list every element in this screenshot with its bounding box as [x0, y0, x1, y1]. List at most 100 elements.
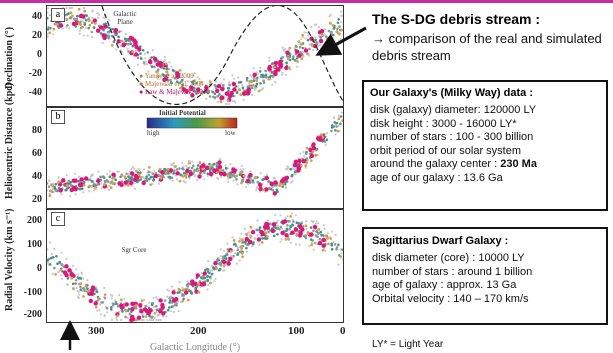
scatter-point [88, 298, 93, 304]
scatter-point [229, 163, 232, 166]
scatter-point [124, 33, 127, 36]
scatter-point [102, 176, 106, 179]
scatter-point [60, 263, 64, 267]
scatter-point [259, 82, 262, 85]
scatter-point [52, 27, 56, 31]
scatter-point [300, 227, 305, 232]
scatter-point [69, 11, 73, 15]
scatter-point [294, 243, 298, 246]
scatter-point [240, 179, 244, 182]
scatter-point [107, 26, 111, 30]
scatter-point [50, 252, 54, 256]
scatter-point [156, 77, 159, 80]
scatter-point [52, 256, 55, 259]
sagittarius-box-title: Sagittarius Dwarf Galaxy : [372, 235, 509, 247]
scatter-point [152, 305, 155, 309]
scatter-point [82, 183, 86, 187]
scatter-point [88, 190, 91, 193]
scatter-point [240, 232, 243, 235]
scatter-point [51, 272, 54, 275]
scatter-point [150, 303, 154, 307]
scatter-point [240, 181, 243, 185]
scatter-point [256, 186, 259, 189]
scatter-point [175, 88, 178, 92]
scatter-point [239, 171, 242, 174]
scatter-point [58, 23, 64, 28]
scatter-point [199, 84, 202, 88]
scatter-point [109, 181, 113, 185]
scatter-point [139, 175, 143, 179]
y-tick: 40 [32, 11, 42, 22]
scatter-point [337, 18, 341, 21]
scatter-point [231, 100, 234, 103]
scatter-point [86, 34, 89, 37]
scatter-point [121, 42, 127, 47]
scatter-point [181, 175, 185, 178]
scatter-point [208, 95, 212, 98]
scatter-point [297, 53, 302, 58]
scatter-point [90, 180, 94, 183]
scatter-point [84, 26, 87, 29]
scatter-point [232, 254, 235, 258]
scatter-point [222, 263, 226, 267]
scatter-point [336, 129, 340, 133]
scatter-point [323, 227, 326, 230]
scatter-point [273, 71, 278, 77]
scatter-point [306, 38, 310, 42]
scatter-point [224, 254, 227, 258]
scatter-point [191, 160, 194, 163]
scatter-point [327, 242, 330, 246]
scatter-point [108, 175, 112, 179]
scatter-point [328, 15, 331, 18]
scatter-point [47, 7, 50, 10]
scatter-point [174, 165, 177, 168]
scatter-point [308, 43, 311, 46]
scatter-point [312, 224, 318, 230]
scatter-point [293, 59, 297, 62]
scatter-point [93, 301, 98, 306]
scatter-point [79, 23, 82, 26]
scatter-point [78, 293, 81, 296]
legend-item: ● Law & Majewski 2010 [139, 88, 210, 96]
scatter-point [103, 286, 106, 289]
scatter-point [126, 316, 129, 319]
scatter-point [290, 230, 295, 235]
scatter-point [153, 312, 157, 315]
scatter-point [168, 61, 171, 64]
scatter-point [111, 27, 114, 31]
scatter-point [81, 25, 84, 29]
scatter-point [90, 185, 93, 189]
scatter-point [126, 38, 130, 42]
scatter-point [172, 310, 176, 313]
scatter-point [74, 282, 77, 285]
scatter-point [290, 174, 294, 178]
scatter-point [124, 309, 128, 313]
scatter-point [58, 260, 62, 264]
scatter-point [306, 232, 310, 236]
scatter-point [47, 189, 49, 192]
scatter-point [137, 178, 141, 182]
scatter-point [258, 243, 261, 246]
scatter-point [136, 56, 140, 60]
scatter-point [175, 168, 179, 171]
scatter-point [158, 298, 163, 303]
scatter-point [47, 185, 51, 188]
scatter-point [329, 13, 332, 16]
scatter-point [333, 26, 336, 30]
scatter-point [235, 91, 239, 95]
scatter-point [230, 254, 233, 258]
scatter-point [171, 290, 176, 295]
scatter-point [148, 318, 151, 322]
scatter-point [248, 231, 251, 234]
scatter-point [182, 297, 185, 301]
scatter-point [286, 57, 290, 61]
scatter-point [262, 79, 265, 82]
scatter-point [226, 253, 229, 257]
scatter-point [303, 31, 306, 34]
scatter-point [216, 95, 220, 98]
y-tick: -100 [23, 287, 42, 298]
scatter-point [232, 239, 236, 242]
scatter-point [177, 310, 180, 313]
scatter-point [182, 165, 185, 168]
scatter-point [224, 91, 229, 96]
